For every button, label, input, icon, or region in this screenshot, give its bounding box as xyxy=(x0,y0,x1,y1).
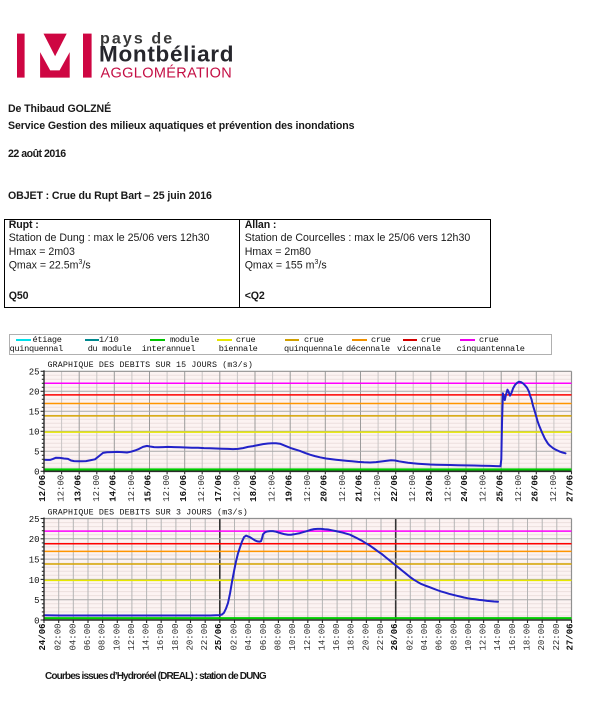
svg-text:25: 25 xyxy=(29,368,40,378)
svg-text:06:00: 06:00 xyxy=(259,623,269,650)
svg-text:18/06: 18/06 xyxy=(249,475,259,502)
svg-text:13/06: 13/06 xyxy=(73,475,83,502)
svg-text:14:00: 14:00 xyxy=(142,623,152,650)
svg-text:08:00: 08:00 xyxy=(98,623,108,650)
svg-text:20:00: 20:00 xyxy=(537,623,547,650)
svg-text:04:00: 04:00 xyxy=(420,623,430,650)
svg-text:5: 5 xyxy=(34,448,39,458)
svg-text:Montbéliard: Montbéliard xyxy=(99,42,234,67)
svg-text:10:00: 10:00 xyxy=(464,623,474,650)
svg-text:18:00: 18:00 xyxy=(347,623,357,650)
svg-text:12:00: 12:00 xyxy=(303,475,313,502)
svg-text:20: 20 xyxy=(29,535,40,545)
svg-text:10: 10 xyxy=(29,576,40,586)
svg-text:16:00: 16:00 xyxy=(156,623,166,650)
svg-text:20:00: 20:00 xyxy=(361,623,371,650)
svg-text:02:00: 02:00 xyxy=(405,623,415,650)
svg-text:25/06: 25/06 xyxy=(214,623,224,650)
svg-text:02:00: 02:00 xyxy=(230,623,240,650)
svg-text:06:00: 06:00 xyxy=(83,623,93,650)
svg-text:GRAPHIQUE DES DEBITS SUR 15 JO: GRAPHIQUE DES DEBITS SUR 15 JOURS (m3/s) xyxy=(48,360,254,370)
svg-text:04:00: 04:00 xyxy=(68,623,78,650)
svg-text:26/06: 26/06 xyxy=(531,475,541,502)
svg-text:16/06: 16/06 xyxy=(179,475,189,502)
svg-text:10:00: 10:00 xyxy=(112,623,122,650)
svg-text:12:00: 12:00 xyxy=(479,475,489,502)
svg-text:12:00: 12:00 xyxy=(303,623,313,650)
svg-text:24/06: 24/06 xyxy=(38,623,48,650)
svg-text:pays de: pays de xyxy=(100,31,174,48)
svg-text:08:00: 08:00 xyxy=(273,623,283,650)
svg-text:AGGLOMÉRATION: AGGLOMÉRATION xyxy=(101,65,233,82)
svg-text:23/06: 23/06 xyxy=(425,475,435,502)
svg-text:06:00: 06:00 xyxy=(435,623,445,650)
svg-text:16:00: 16:00 xyxy=(508,623,518,650)
svg-text:19/06: 19/06 xyxy=(284,475,294,502)
svg-text:20:00: 20:00 xyxy=(186,623,196,650)
svg-text:17/06: 17/06 xyxy=(214,475,224,502)
svg-text:22:00: 22:00 xyxy=(552,623,562,650)
svg-text:15/06: 15/06 xyxy=(144,475,154,502)
svg-text:5: 5 xyxy=(34,596,39,606)
svg-text:12:00: 12:00 xyxy=(92,475,102,502)
svg-text:10: 10 xyxy=(29,428,40,438)
svg-text:12:00: 12:00 xyxy=(127,623,137,650)
svg-text:14/06: 14/06 xyxy=(109,475,119,502)
svg-text:12:00: 12:00 xyxy=(268,475,278,502)
svg-text:27/06: 27/06 xyxy=(566,623,576,650)
svg-text:20: 20 xyxy=(29,388,40,398)
svg-text:12:00: 12:00 xyxy=(408,475,418,502)
svg-text:15: 15 xyxy=(29,408,40,418)
svg-text:GRAPHIQUE DES DEBITS SUR 3 JOU: GRAPHIQUE DES DEBITS SUR 3 JOURS (m3/s) xyxy=(48,507,248,517)
svg-text:22:00: 22:00 xyxy=(200,623,210,650)
svg-text:15: 15 xyxy=(29,556,40,566)
svg-text:08:00: 08:00 xyxy=(449,623,459,650)
svg-text:26/06: 26/06 xyxy=(390,623,400,650)
svg-text:20/06: 20/06 xyxy=(320,475,330,502)
svg-text:02:00: 02:00 xyxy=(54,623,64,650)
svg-text:12:00: 12:00 xyxy=(127,475,137,502)
svg-text:16:00: 16:00 xyxy=(332,623,342,650)
svg-text:14:00: 14:00 xyxy=(493,623,503,650)
svg-text:12:00: 12:00 xyxy=(232,475,242,502)
svg-text:12:00: 12:00 xyxy=(549,475,559,502)
svg-text:25/06: 25/06 xyxy=(495,475,505,502)
svg-text:12:00: 12:00 xyxy=(338,475,348,502)
svg-text:0: 0 xyxy=(34,468,39,478)
svg-text:21/06: 21/06 xyxy=(355,475,365,502)
svg-text:12:00: 12:00 xyxy=(443,475,453,502)
svg-text:18:00: 18:00 xyxy=(523,623,533,650)
svg-text:12:00: 12:00 xyxy=(162,475,172,502)
svg-text:04:00: 04:00 xyxy=(244,623,254,650)
svg-text:10:00: 10:00 xyxy=(288,623,298,650)
svg-text:25: 25 xyxy=(29,515,40,525)
svg-text:18:00: 18:00 xyxy=(171,623,181,650)
svg-text:12:00: 12:00 xyxy=(479,623,489,650)
svg-text:12/06: 12/06 xyxy=(38,475,48,502)
svg-text:12:00: 12:00 xyxy=(514,475,524,502)
svg-text:14:00: 14:00 xyxy=(317,623,327,650)
svg-text:24/06: 24/06 xyxy=(460,475,470,502)
svg-text:12:00: 12:00 xyxy=(373,475,383,502)
svg-text:22:00: 22:00 xyxy=(376,623,386,650)
svg-text:27/06: 27/06 xyxy=(566,475,576,502)
svg-text:12:00: 12:00 xyxy=(57,475,67,502)
svg-text:12:00: 12:00 xyxy=(197,475,207,502)
svg-text:22/06: 22/06 xyxy=(390,475,400,502)
svg-text:0: 0 xyxy=(34,616,39,626)
